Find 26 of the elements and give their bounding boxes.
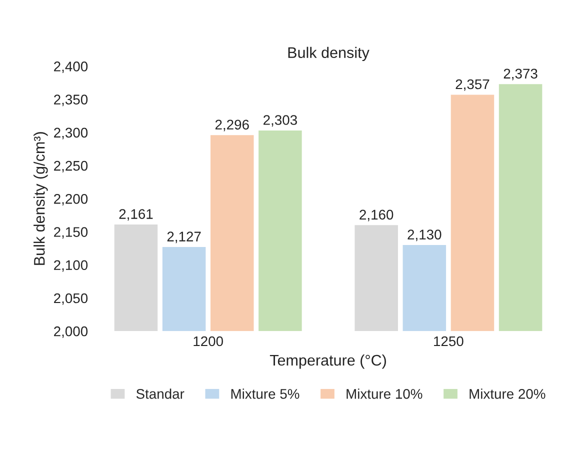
data-label: 2,161 bbox=[119, 209, 153, 221]
data-label: 2,160 bbox=[360, 210, 394, 222]
data-label: 2,357 bbox=[456, 79, 490, 91]
data-label: 2,130 bbox=[408, 230, 442, 242]
y-tick-label: 2,050 bbox=[54, 293, 88, 305]
y-tick-label: 2,350 bbox=[54, 94, 88, 106]
y-tick-label: 2,400 bbox=[54, 62, 88, 74]
data-label: 2,303 bbox=[264, 115, 297, 127]
legend-label: Mixture 5% bbox=[231, 388, 300, 399]
y-tick-label: 2,200 bbox=[54, 194, 88, 206]
x-tick-label: 1250 bbox=[434, 336, 464, 346]
y-tick-label: 2,250 bbox=[54, 160, 88, 172]
x-tick-label: 1200 bbox=[194, 336, 223, 346]
legend-label: Mixture 10% bbox=[346, 388, 422, 399]
legend-label: Mixture 20% bbox=[470, 388, 546, 399]
data-label: 2,373 bbox=[504, 68, 538, 80]
data-label: 2,296 bbox=[215, 120, 249, 132]
x-axis-title: Temperature (°C) bbox=[270, 354, 386, 369]
y-tick-label: 2,100 bbox=[54, 260, 88, 272]
legend-label: Standar bbox=[136, 388, 184, 399]
y-tick-label: 2,000 bbox=[54, 326, 88, 338]
y-axis-title: Bulk density (g/cm³) bbox=[34, 132, 48, 265]
y-tick-label: 2,150 bbox=[54, 227, 88, 239]
y-tick-label: 2,300 bbox=[54, 128, 88, 140]
chart-title: Bulk density bbox=[288, 46, 370, 62]
data-label: 2,127 bbox=[167, 232, 201, 244]
